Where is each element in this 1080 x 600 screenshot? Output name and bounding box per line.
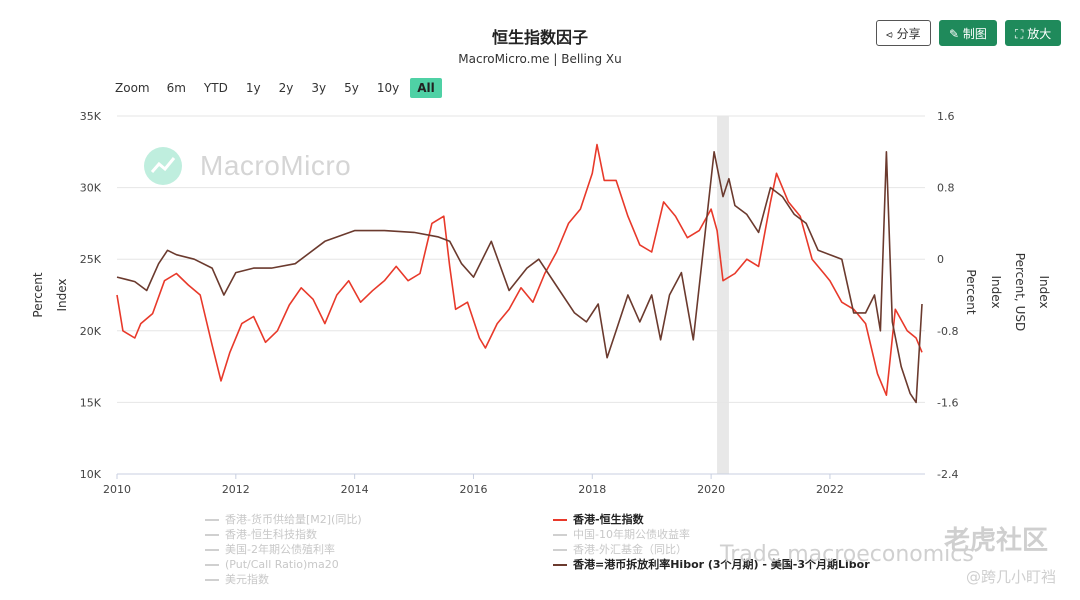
y-left-tick-label: 30K — [80, 182, 102, 195]
legend-right-column: 香港-恒生指数 中国-10年期公债收益率 香港-外汇基金（同比） 香港=港币拆放… — [553, 512, 870, 572]
shaded-band — [717, 116, 729, 474]
legend-label: 香港-外汇基金（同比） — [573, 543, 687, 556]
legend-label: 中国-10年期公债收益率 — [573, 528, 690, 541]
expand-icon: ⛶ — [1015, 27, 1024, 41]
y-left-tick-label: 25K — [80, 253, 102, 266]
x-tick-label: 2010 — [103, 483, 131, 496]
y-left-tick-label: 15K — [80, 396, 102, 409]
y-left-tick-label: 10K — [80, 468, 102, 481]
legend-item[interactable]: 美国-2年期公债殖利率 — [205, 542, 362, 557]
macromicro-logo-icon — [144, 147, 182, 185]
zoom-1y-button[interactable]: 1y — [245, 81, 261, 95]
legend-label: 香港=港币拆放利率Hibor (3个月期) - 美国-3个月期Libor — [573, 558, 870, 571]
zoom-5y-button[interactable]: 5y — [344, 81, 359, 95]
x-tick-label: 2016 — [459, 483, 487, 496]
y-right-tick-label: 0.8 — [937, 182, 955, 195]
legend-left-column: 香港-货币供给量[M2](同比) 香港-恒生科技指数 美国-2年期公债殖利率 (… — [205, 512, 362, 587]
legend-swatch — [553, 548, 567, 551]
y-left-tick-label: 35K — [80, 110, 102, 123]
y-right-tick-label: -1.6 — [937, 396, 958, 409]
legend-swatch — [553, 563, 567, 566]
legend-label: 美元指数 — [225, 573, 269, 586]
legend-swatch — [205, 563, 219, 566]
y-right-axis-title: Index — [1037, 275, 1051, 308]
share-icon: ⪦ — [886, 27, 893, 41]
legend-swatch — [205, 578, 219, 581]
draw-label: 制图 — [962, 27, 987, 41]
zoom-all-button[interactable]: All — [410, 78, 442, 98]
y-right-axis-title: Percent — [964, 269, 978, 314]
zoom-3y-button[interactable]: 3y — [311, 81, 327, 95]
legend-item[interactable]: 美元指数 — [205, 572, 362, 587]
legend-label: 美国-2年期公债殖利率 — [225, 543, 335, 556]
series-line-hsi — [116, 143, 923, 397]
legend-label: 香港-货币供给量[M2](同比) — [225, 513, 362, 526]
x-tick-label: 2022 — [816, 483, 844, 496]
series-line-spread — [116, 151, 923, 404]
share-button[interactable]: ⪦ 分享 — [876, 20, 931, 46]
share-label: 分享 — [896, 27, 921, 41]
zoom-ytd-button[interactable]: YTD — [203, 81, 228, 95]
legend-swatch — [205, 533, 219, 536]
legend-label: 香港-恒生科技指数 — [225, 528, 317, 541]
legend-swatch — [553, 533, 567, 536]
legend-item[interactable]: (Put/Call Ratio)ma20 — [205, 557, 362, 572]
y-left-axis-title: Index — [55, 278, 69, 311]
legend-label: (Put/Call Ratio)ma20 — [225, 558, 339, 571]
chart-title: 恒生指数因子 — [491, 28, 588, 47]
y-left-tick-label: 20K — [80, 325, 102, 338]
legend-item-spread[interactable]: 香港=港币拆放利率Hibor (3个月期) - 美国-3个月期Libor — [553, 557, 870, 572]
pencil-icon: ✎ — [949, 27, 960, 41]
x-tick-label: 2020 — [697, 483, 725, 496]
legend-label: 香港-恒生指数 — [573, 513, 644, 526]
zoom-2y-button[interactable]: 2y — [278, 81, 294, 95]
legend-item[interactable]: 香港-货币供给量[M2](同比) — [205, 512, 362, 527]
y-left-axis-title: Percent — [31, 272, 45, 317]
y-right-tick-label: -0.8 — [937, 325, 958, 338]
y-right-axis-title: Percent, USD — [1013, 253, 1027, 331]
expand-label: 放大 — [1027, 27, 1052, 41]
draw-button[interactable]: ✎ 制图 — [939, 20, 997, 46]
zoom-bar: Zoom 6m YTD 1y 2y 3y 5y 10y All — [115, 78, 446, 98]
legend-swatch — [553, 518, 567, 521]
zoom-10y-button[interactable]: 10y — [376, 81, 400, 95]
legend-item[interactable]: 中国-10年期公债收益率 — [553, 527, 870, 542]
x-tick-label: 2018 — [578, 483, 606, 496]
legend-swatch — [205, 548, 219, 551]
legend-item-hsi[interactable]: 香港-恒生指数 — [553, 512, 870, 527]
x-tick-label: 2012 — [222, 483, 250, 496]
y-right-tick-label: -2.4 — [937, 468, 958, 481]
watermark-logo-text: MacroMicro — [200, 150, 352, 181]
y-right-axis-title: Index — [989, 275, 1003, 308]
legend-item[interactable]: 香港-外汇基金（同比） — [553, 542, 870, 557]
y-right-tick-label: 0 — [937, 253, 944, 266]
zoom-6m-button[interactable]: 6m — [166, 81, 186, 95]
y-right-tick-label: 1.6 — [937, 110, 955, 123]
legend-item[interactable]: 香港-恒生科技指数 — [205, 527, 362, 542]
expand-button[interactable]: ⛶ 放大 — [1005, 20, 1062, 46]
legend-swatch — [205, 518, 219, 521]
chart-subtitle: MacroMicro.me | Belling Xu — [458, 52, 622, 66]
x-tick-label: 2014 — [341, 483, 369, 496]
zoom-label: Zoom — [115, 81, 150, 95]
